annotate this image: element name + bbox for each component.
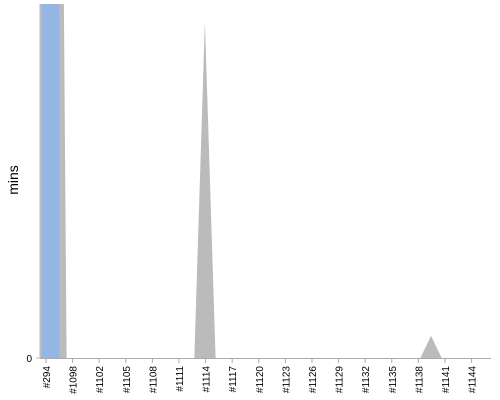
x-tick-label: #1132 [361,366,372,394]
x-tick-label: #294 [42,366,53,389]
x-tick-label: #1102 [95,366,106,394]
x-tick-label: #1111 [175,366,186,392]
x-tick-label: #1144 [468,366,479,394]
x-tick-label: #1123 [281,366,292,394]
x-tick-label: #1129 [335,366,346,394]
plot-area [40,4,500,358]
x-tick-label: #1098 [69,366,80,394]
highlight-bar [42,4,60,358]
x-tick-label: #1117 [228,366,239,393]
x-tick-label: #1135 [388,366,399,394]
x-tick-label: #1141 [441,366,452,394]
y-axis-label: mins [5,165,21,195]
y-tick-label: 0 [26,354,32,365]
x-tick-label: #1120 [255,366,266,394]
axes: 0 #294 #1098 #1102 #1105 #1108 #1111 #1114 #1117… [26,4,491,394]
x-tick-label: #1138 [414,366,425,394]
x-tick-label: #1126 [308,366,319,394]
x-tick-label: #1114 [202,366,213,393]
area-series-0 [40,4,500,358]
x-tick-label: #1108 [148,366,159,394]
x-tick-label: #1105 [122,366,133,394]
